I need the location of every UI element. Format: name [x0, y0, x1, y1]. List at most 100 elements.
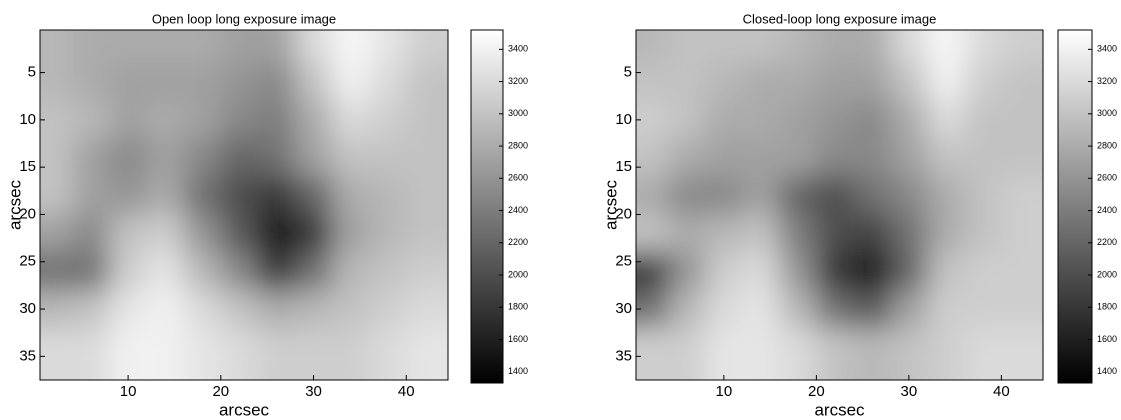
heatmap-cell: [295, 176, 334, 216]
heatmap-cell: [40, 214, 74, 254]
heatmap-image: [40, 30, 448, 380]
heatmap-cell: [816, 30, 855, 65]
heatmap-cell: [295, 100, 334, 140]
y-tick-label: 10: [19, 111, 36, 128]
colorbar-tick-label: 1600: [1097, 334, 1117, 344]
heatmap-cell: [146, 252, 185, 292]
axes-frame: [635, 29, 1044, 381]
colorbar-tick-label: 1400: [508, 366, 528, 376]
heatmap-cell: [40, 176, 74, 216]
heatmap-cell: [927, 214, 966, 254]
heatmap-cell: [257, 214, 296, 254]
colorbar-tick-label: 1400: [1097, 366, 1117, 376]
heatmap-cell: [816, 176, 855, 216]
heatmap-cell: [964, 214, 1003, 254]
heatmap-cell: [332, 138, 371, 178]
heatmap-cell: [183, 100, 222, 140]
x-tick-label: 10: [716, 383, 733, 400]
heatmap-cell: [927, 63, 966, 102]
heatmap-cell: [779, 176, 818, 216]
heatmap-cell: [636, 252, 670, 292]
heatmap-cell: [369, 290, 408, 329]
heatmap-cell: [705, 30, 744, 65]
colorbar-tick-label: 3400: [508, 44, 528, 54]
heatmap-cell: [146, 100, 185, 140]
heatmap-cell: [109, 138, 148, 178]
heatmap-cell: [369, 100, 408, 140]
heatmap-cell: [406, 327, 448, 380]
heatmap-cell: [183, 327, 222, 380]
heatmap-cell: [406, 63, 448, 102]
x-tick-label: 20: [808, 383, 825, 400]
heatmap-cell: [668, 327, 707, 380]
heatmap-cell: [146, 63, 185, 102]
heatmap-cell: [146, 214, 185, 254]
heatmap-cell: [109, 63, 148, 102]
heatmap-cell: [890, 30, 929, 65]
colorbar-tick-label: 2800: [1097, 140, 1117, 150]
heatmap-cell: [257, 252, 296, 292]
heatmap-cell: [964, 138, 1003, 178]
heatmap-cell: [109, 100, 148, 140]
heatmap-cell: [369, 138, 408, 178]
heatmap-cell: [816, 290, 855, 329]
heatmap-cell: [636, 63, 670, 102]
heatmap-cell: [668, 252, 707, 292]
heatmap-cell: [406, 30, 448, 65]
heatmap-cell: [72, 138, 111, 178]
colorbar-tick-label: 1800: [508, 302, 528, 312]
heatmap-cell: [183, 290, 222, 329]
y-tick-label: 30: [615, 300, 632, 317]
heatmap-cell: [257, 176, 296, 216]
colorbar-tick-label: 2400: [508, 205, 528, 215]
heatmap-cell: [295, 214, 334, 254]
heatmap-cell: [927, 252, 966, 292]
heatmap-cell: [964, 176, 1003, 216]
heatmap-cell: [742, 214, 781, 254]
heatmap-cell: [109, 30, 148, 65]
colorbar-tick-label: 3200: [1097, 76, 1117, 86]
heatmap-cell: [705, 252, 744, 292]
heatmap-cell: [927, 30, 966, 65]
heatmap-cell: [369, 214, 408, 254]
heatmap-cell: [636, 138, 670, 178]
heatmap-cell: [1001, 176, 1043, 216]
heatmap-cell: [109, 214, 148, 254]
heatmap-cell: [257, 30, 296, 65]
heatmap-cell: [927, 176, 966, 216]
heatmap-cell: [742, 63, 781, 102]
heatmap-cell: [220, 138, 259, 178]
heatmap-cell: [636, 100, 670, 140]
x-tick-label: 30: [901, 383, 918, 400]
heatmap-cell: [668, 100, 707, 140]
heatmap-cell: [816, 100, 855, 140]
x-axis-label: arcsec: [219, 400, 270, 419]
heatmap-cell: [40, 138, 74, 178]
heatmap-cell: [332, 214, 371, 254]
colorbar-tick-label: 3400: [1097, 44, 1117, 54]
heatmap-cell: [779, 30, 818, 65]
heatmap-cell: [72, 63, 111, 102]
heatmap-cell: [72, 30, 111, 65]
colorbar: [470, 29, 504, 384]
colorbar-tick-label: 2000: [1097, 269, 1117, 279]
heatmap-cell: [705, 138, 744, 178]
chart-title: Open loop long exposure image: [152, 11, 336, 26]
heatmap-cell: [220, 100, 259, 140]
y-tick-label: 10: [615, 111, 632, 128]
heatmap-cell: [295, 63, 334, 102]
heatmap-cell: [927, 138, 966, 178]
colorbar-tick-label: 2600: [508, 173, 528, 183]
heatmap-cell: [1001, 327, 1043, 380]
heatmap-cell: [72, 176, 111, 216]
heatmap-cell: [668, 290, 707, 329]
heatmap-cell: [927, 100, 966, 140]
heatmap-cell: [257, 290, 296, 329]
heatmap-cell: [779, 327, 818, 380]
heatmap-cell: [1001, 214, 1043, 254]
heatmap-cell: [183, 63, 222, 102]
heatmap-cell: [964, 290, 1003, 329]
heatmap-cell: [295, 138, 334, 178]
heatmap-cell: [890, 100, 929, 140]
colorbar: [1057, 29, 1093, 384]
